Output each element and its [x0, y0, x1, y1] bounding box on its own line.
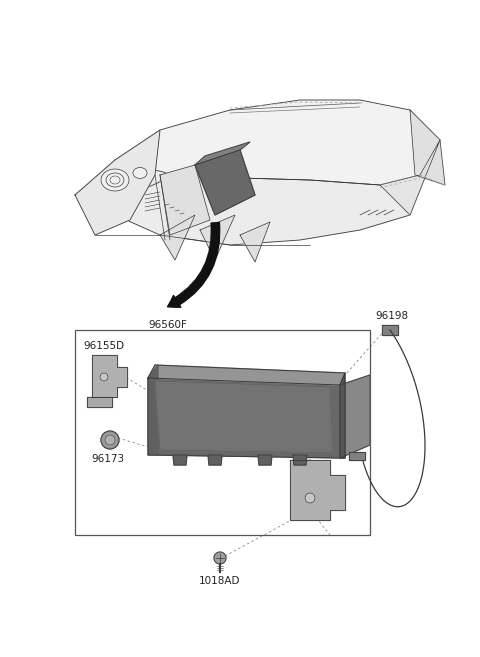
Ellipse shape — [101, 169, 129, 191]
Polygon shape — [195, 150, 255, 215]
Circle shape — [105, 435, 115, 445]
Polygon shape — [148, 365, 345, 385]
Polygon shape — [115, 100, 440, 200]
Polygon shape — [340, 373, 345, 458]
Text: 96173: 96173 — [91, 454, 125, 464]
Circle shape — [100, 373, 108, 381]
Polygon shape — [75, 140, 440, 245]
FancyArrowPatch shape — [168, 223, 220, 307]
Polygon shape — [160, 215, 195, 260]
Polygon shape — [380, 140, 440, 215]
Polygon shape — [173, 455, 187, 465]
Circle shape — [214, 552, 226, 564]
Polygon shape — [75, 130, 160, 235]
Circle shape — [101, 431, 119, 449]
Ellipse shape — [133, 168, 147, 179]
Polygon shape — [290, 460, 345, 520]
Text: 96155D: 96155D — [84, 341, 125, 351]
Polygon shape — [340, 375, 370, 458]
Text: 1018AD: 1018AD — [199, 576, 241, 586]
Polygon shape — [258, 455, 272, 465]
Bar — [75, 330, 370, 535]
Polygon shape — [87, 397, 112, 407]
Polygon shape — [410, 110, 445, 185]
Polygon shape — [293, 455, 307, 465]
Polygon shape — [148, 365, 158, 455]
Text: 96198: 96198 — [375, 311, 408, 321]
Circle shape — [305, 493, 315, 503]
Polygon shape — [349, 452, 365, 460]
Text: 96560F: 96560F — [149, 320, 187, 330]
Polygon shape — [240, 222, 270, 262]
Polygon shape — [195, 142, 250, 165]
Polygon shape — [155, 381, 333, 453]
Polygon shape — [200, 215, 235, 260]
Polygon shape — [160, 165, 210, 235]
Polygon shape — [382, 325, 398, 335]
Polygon shape — [92, 355, 127, 397]
Text: 96155E: 96155E — [297, 446, 337, 456]
Polygon shape — [148, 378, 345, 458]
Polygon shape — [208, 455, 222, 465]
